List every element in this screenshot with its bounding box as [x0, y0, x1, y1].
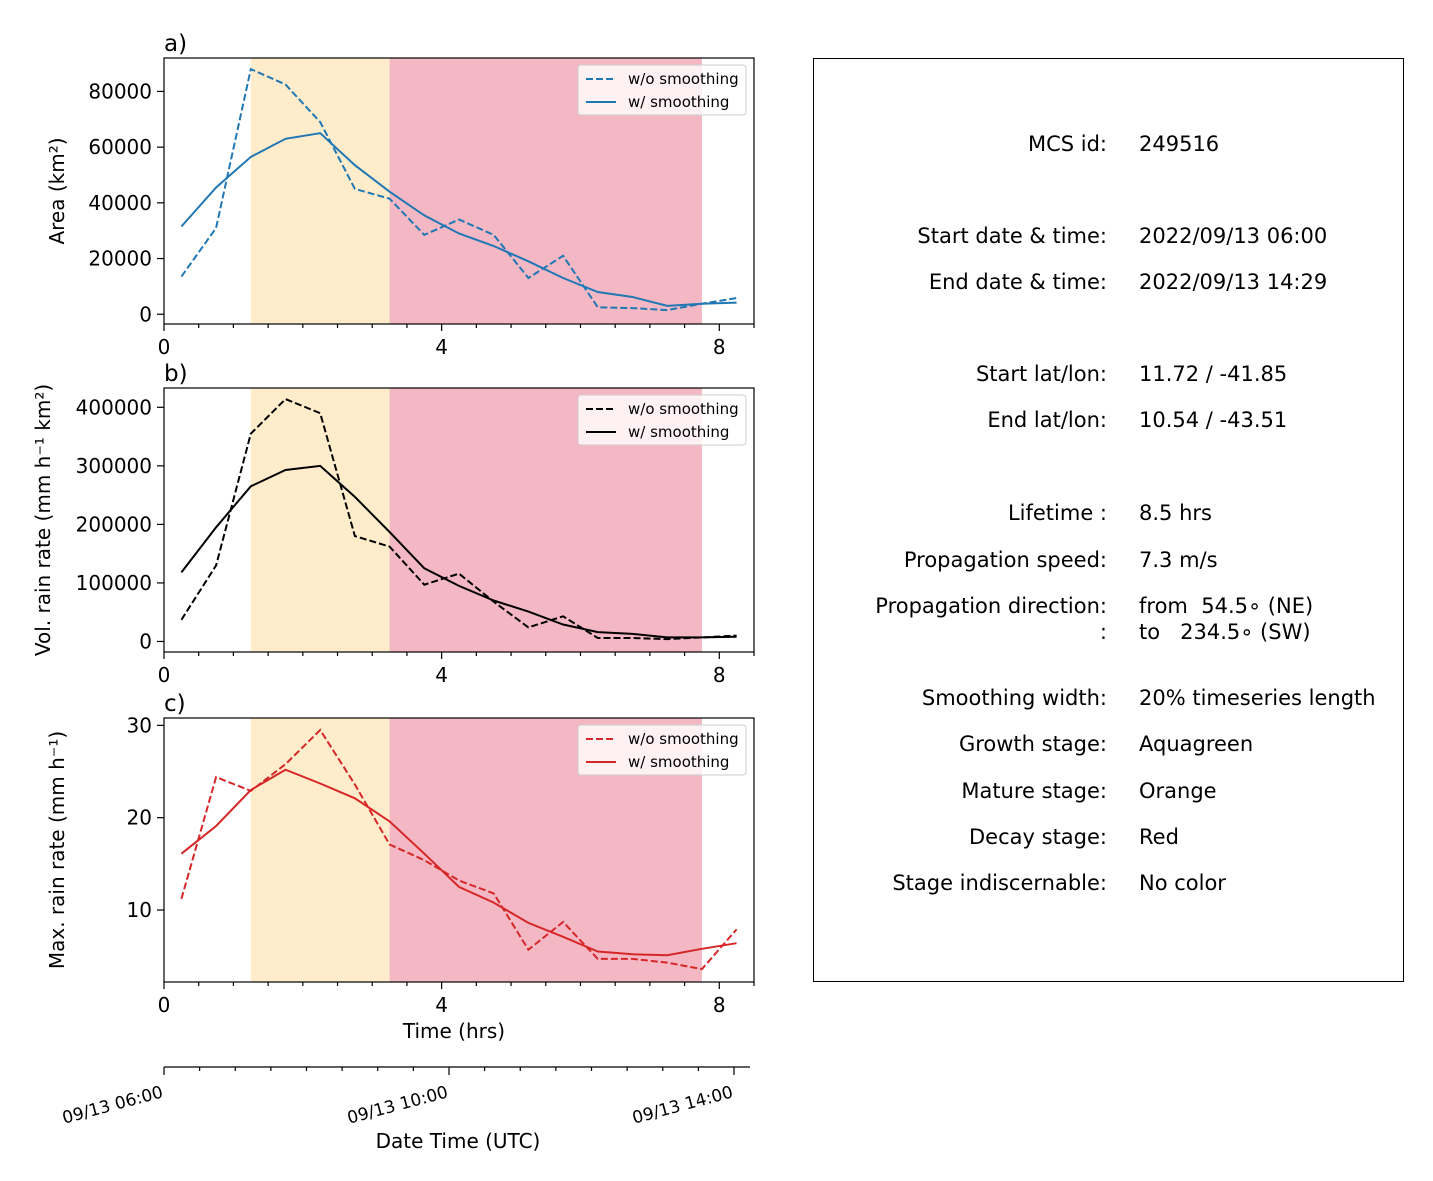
legend-box [577, 724, 747, 776]
panel-2: 0 4 8 0 100000 200000 300000 400000 b) Vol. rain … [31, 361, 755, 687]
x-axis-label: Time (hrs) [402, 1019, 505, 1043]
y-axis-label: Vol. rain rate (mm h⁻¹ km²) [31, 384, 55, 656]
legend-label: w/ smoothing [628, 93, 729, 111]
info-label: Decay stage: [969, 825, 1107, 849]
panel-1: 0 4 8 0 20000 40000 60000 80000 a) Area (km²) w/o … [45, 31, 755, 359]
x-tick-label: 4 [435, 993, 448, 1017]
y-tick-label: 400000 [76, 395, 152, 419]
axes-frame [163, 717, 755, 983]
panel-label: c) [164, 691, 186, 717]
datetime-axis: 09/13 06:00 09/13 10:00 09/13 14:00 Date Ti… [60, 1066, 750, 1153]
stage-band-mature [250, 718, 390, 982]
x-tick-label: 4 [435, 335, 448, 359]
x-tick-label: 8 [713, 663, 726, 687]
info-label: End date & time: [928, 270, 1107, 294]
datetime-tick-label: 09/13 10:00 [345, 1083, 450, 1129]
panel-label: b) [164, 361, 188, 387]
datetime-axis-label: Date Time (UTC) [376, 1129, 541, 1153]
y-tick-label: 20000 [88, 247, 152, 271]
info-value: 10.54 / -43.51 [1139, 408, 1288, 432]
datetime-tick-label: 09/13 14:00 [630, 1083, 735, 1129]
info-value: from 54.5∘ (NE) [1139, 594, 1314, 618]
info-label: Start date & time: [917, 224, 1107, 248]
legend: w/o smoothing w/ smoothing [577, 394, 747, 446]
info-value: Orange [1139, 779, 1217, 803]
y-tick-label: 60000 [88, 135, 152, 159]
legend-label: w/ smoothing [628, 753, 729, 771]
info-value: 7.3 m/s [1139, 548, 1218, 572]
info-value: 249516 [1139, 132, 1220, 156]
series-line-smoothed [180, 132, 737, 307]
series-line-raw [180, 67, 737, 312]
x-tick-label: 0 [158, 993, 171, 1017]
legend-box [577, 394, 747, 446]
y-tick-label: 20 [127, 806, 152, 830]
x-tick-label: 8 [713, 335, 726, 359]
info-value: Red [1139, 825, 1179, 849]
info-value: to 234.5∘ (SW) [1139, 620, 1311, 644]
series-line-raw [180, 728, 738, 971]
legend-label: w/o smoothing [628, 70, 739, 88]
y-tick-label: 300000 [76, 454, 152, 478]
info-value: 2022/09/13 06:00 [1139, 224, 1328, 248]
info-label: Start lat/lon: [975, 362, 1107, 386]
y-tick-label: 0 [139, 629, 152, 653]
info-value: 11.72 / -41.85 [1139, 362, 1288, 386]
x-tick-label: 4 [435, 663, 448, 687]
panel-3: 0 4 8 10 20 30 c) Max. rain rate (mm h⁻¹) Time (… [45, 691, 755, 1043]
datetime-tick-label: 09/13 06:00 [60, 1083, 165, 1129]
info-label: Mature stage: [961, 779, 1107, 803]
y-axis-label: Area (km²) [45, 137, 69, 244]
info-label: Smoothing width: [921, 686, 1107, 710]
info-value: Aquagreen [1139, 732, 1254, 756]
y-tick-label: 0 [139, 302, 152, 326]
series-line-smoothed [180, 768, 737, 957]
y-axis-label: Max. rain rate (mm h⁻¹) [45, 731, 69, 969]
y-tick-label: 40000 [88, 191, 152, 215]
info-label: : [1099, 620, 1107, 644]
info-value: 8.5 hrs [1139, 501, 1212, 525]
stage-band-mature [250, 58, 390, 324]
info-label: Stage indiscernable: [892, 871, 1107, 895]
info-label: MCS id: [1027, 132, 1107, 156]
info-label: Propagation direction: [875, 594, 1107, 618]
x-tick-label: 0 [158, 663, 171, 687]
legend-label: w/o smoothing [628, 400, 739, 418]
y-tick-label: 10 [127, 898, 152, 922]
legend-box [577, 64, 747, 116]
legend-label: w/o smoothing [628, 730, 739, 748]
panel-label: a) [164, 31, 187, 57]
info-label: End lat/lon: [987, 408, 1107, 432]
info-value: No color [1139, 871, 1226, 895]
info-label: Growth stage: [958, 732, 1107, 756]
legend-label: w/ smoothing [628, 423, 729, 441]
y-tick-label: 80000 [88, 79, 152, 103]
axes-frame [163, 57, 755, 325]
legend: w/o smoothing w/ smoothing [577, 64, 747, 116]
series-line-raw [180, 397, 737, 641]
series-line-smoothed [180, 464, 737, 639]
y-tick-label: 100000 [76, 571, 152, 595]
stage-band-mature [250, 388, 390, 652]
info-label: Lifetime : [1007, 501, 1107, 525]
legend: w/o smoothing w/ smoothing [577, 724, 747, 776]
y-tick-label: 30 [127, 713, 152, 737]
info-value: 2022/09/13 14:29 [1139, 270, 1328, 294]
info-value: 20% timeseries length [1139, 686, 1376, 710]
y-tick-label: 200000 [76, 512, 152, 536]
axes-frame [163, 387, 755, 653]
x-tick-label: 0 [158, 335, 171, 359]
x-tick-label: 8 [713, 993, 726, 1017]
info-panel: MCS id: 249516 Start date & time: 2022/09/1… [813, 58, 1404, 982]
info-label: Propagation speed: [903, 548, 1107, 572]
